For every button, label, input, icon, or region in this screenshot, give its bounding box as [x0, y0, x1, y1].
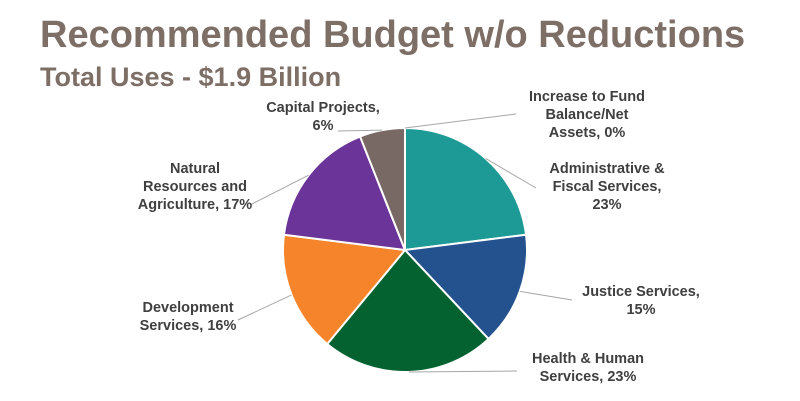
label-line: Health & Human [532, 351, 644, 367]
slice-justice-services [402, 233, 528, 341]
label-line: Agriculture, 17% [138, 197, 253, 213]
label-line: Assets, 0% [549, 125, 626, 141]
label-line: Administrative & [549, 161, 665, 177]
label-line: Justice Services, [582, 284, 700, 300]
slice-labels: Increase to Fund Balance/Net Assets, 0% Adm… [138, 89, 700, 385]
leader-line-administrative-and-fiscal-services [485, 158, 537, 189]
pie-slices [282, 126, 528, 373]
label-line: Balance/Net [545, 107, 628, 123]
slice-administrative-and-fiscal-services [404, 126, 528, 252]
label-line: Natural [170, 161, 220, 177]
label-line: Development [142, 300, 233, 316]
label-line: 6% [313, 118, 334, 134]
label-natural-resources-and-agriculture: Natural Resources and Agriculture, 17% [138, 161, 253, 213]
chart-title: Recommended Budget w/o Reductions [40, 14, 746, 56]
label-line: 23% [592, 197, 621, 213]
label-line: Services, 23% [540, 369, 637, 385]
leader-line-increase-to-fund-balance-net-assets [404, 113, 517, 129]
label-line: Increase to Fund [529, 89, 645, 105]
leader-lines [237, 113, 573, 373]
leader-line-capital-projects [337, 129, 383, 132]
leader-line-justice-services [519, 290, 573, 301]
label-development-services: Development Services, 16% [140, 300, 237, 334]
label-line: Resources and [143, 179, 247, 195]
label-line: 15% [626, 302, 655, 318]
leader-line-health-and-human-services [408, 370, 518, 373]
label-capital-projects: Capital Projects, 6% [266, 100, 380, 134]
slice-capital-projects [358, 126, 406, 251]
slice-natural-resources-and-agriculture [282, 135, 407, 252]
label-health-and-human-services: Health & Human Services, 23% [532, 351, 644, 385]
label-line: Services, 16% [140, 318, 237, 334]
label-administrative-and-fiscal-services: Administrative & Fiscal Services, 23% [549, 161, 665, 213]
label-line: Fiscal Services, [553, 179, 662, 195]
leader-line-development-services [237, 294, 292, 321]
chart-subtitle: Total Uses - $1.9 Billion [40, 62, 342, 92]
leader-line-natural-resources-and-agriculture [249, 174, 309, 206]
label-justice-services: Justice Services, 15% [582, 284, 700, 318]
label-increase-to-fund-balance-net-assets: Increase to Fund Balance/Net Assets, 0% [529, 89, 645, 141]
label-line: Capital Projects, [266, 100, 380, 116]
